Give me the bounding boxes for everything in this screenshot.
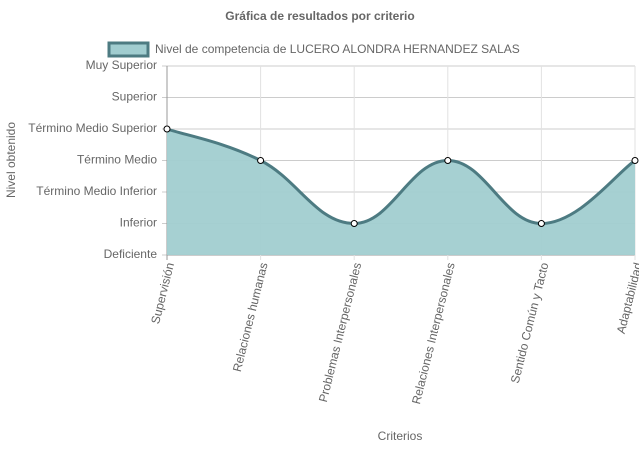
y-axis-title: Nivel obtenido [4,122,18,198]
point [631,157,639,164]
y-tick-label: Inferior [120,216,157,230]
y-tick-label: Término Medio Superior [28,121,157,135]
x-tick-label: Supervisión [148,261,177,325]
legend-label: Nivel de competencia de LUCERO ALONDRA H… [155,42,520,56]
x-tick-label: Sentido Común y Tacto [508,261,552,385]
y-tick-label: Término Medio Inferior [36,184,157,198]
y-tick-label: Muy Superior [86,58,157,72]
point [257,157,265,164]
point [350,220,358,227]
x-tick-label: Relaciones Interpersonales [409,261,458,405]
y-tick-label: Término Medio [77,153,157,167]
legend-swatch [107,41,150,58]
x-tick-label: Adaptabilidad [614,261,639,335]
chart-title: Gráfica de resultados por criterio [225,9,414,23]
y-tick-label: Superior [112,90,157,104]
point [163,125,171,133]
x-tick-label: Relaciones humanas [230,261,271,373]
point [537,220,545,227]
point [444,157,452,164]
y-tick-label: Deficiente [104,247,158,261]
x-axis-title: Criterios [378,429,423,443]
x-tick-label: Problemas Interpersonales [316,261,364,404]
